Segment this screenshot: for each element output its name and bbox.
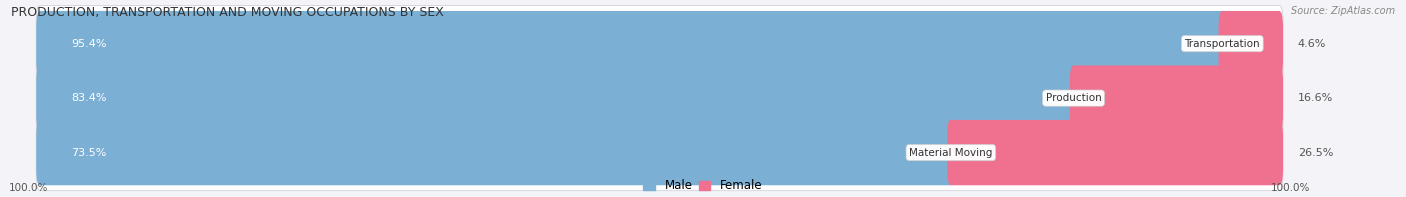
FancyBboxPatch shape bbox=[1070, 65, 1284, 131]
Text: 100.0%: 100.0% bbox=[8, 183, 48, 192]
FancyBboxPatch shape bbox=[37, 65, 1077, 131]
Text: 4.6%: 4.6% bbox=[1298, 39, 1326, 49]
FancyBboxPatch shape bbox=[37, 6, 1284, 82]
Text: PRODUCTION, TRANSPORTATION AND MOVING OCCUPATIONS BY SEX: PRODUCTION, TRANSPORTATION AND MOVING OC… bbox=[11, 6, 444, 19]
Text: 95.4%: 95.4% bbox=[70, 39, 107, 49]
Text: 100.0%: 100.0% bbox=[1271, 183, 1310, 192]
Text: 73.5%: 73.5% bbox=[70, 148, 107, 158]
Text: 83.4%: 83.4% bbox=[70, 93, 107, 103]
FancyBboxPatch shape bbox=[37, 120, 955, 185]
Text: Production: Production bbox=[1046, 93, 1101, 103]
Text: 16.6%: 16.6% bbox=[1298, 93, 1333, 103]
Text: Source: ZipAtlas.com: Source: ZipAtlas.com bbox=[1291, 6, 1395, 16]
Text: Transportation: Transportation bbox=[1184, 39, 1260, 49]
FancyBboxPatch shape bbox=[37, 60, 1284, 136]
FancyBboxPatch shape bbox=[1219, 11, 1284, 76]
Legend: Male, Female: Male, Female bbox=[638, 175, 768, 197]
FancyBboxPatch shape bbox=[37, 11, 1226, 76]
FancyBboxPatch shape bbox=[37, 114, 1284, 191]
FancyBboxPatch shape bbox=[948, 120, 1284, 185]
Text: 26.5%: 26.5% bbox=[1298, 148, 1333, 158]
Text: Material Moving: Material Moving bbox=[910, 148, 993, 158]
